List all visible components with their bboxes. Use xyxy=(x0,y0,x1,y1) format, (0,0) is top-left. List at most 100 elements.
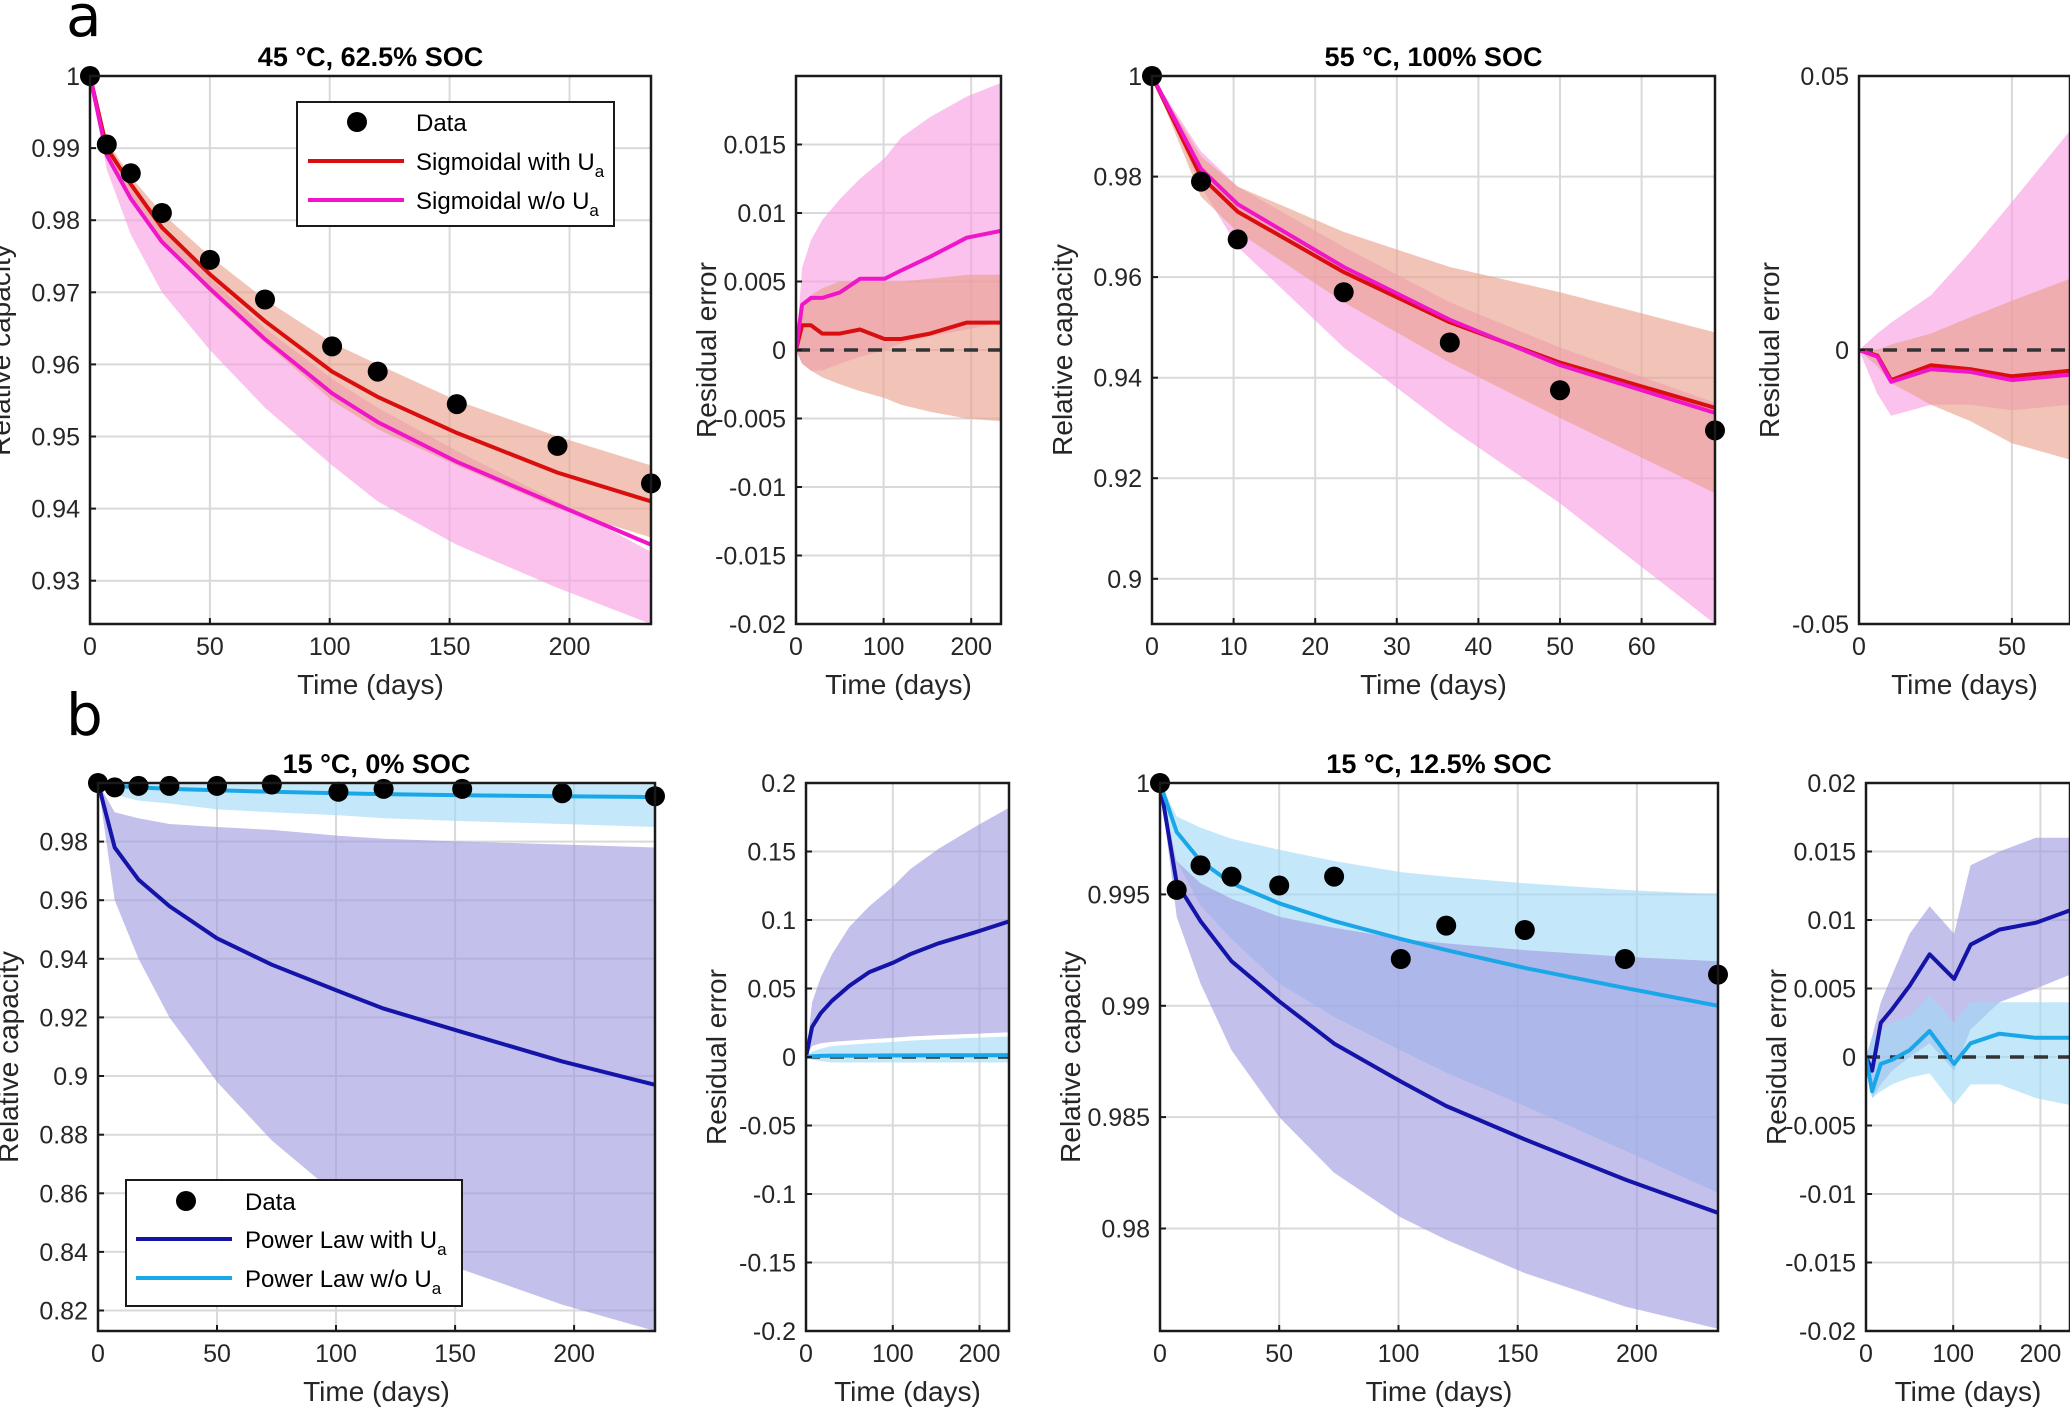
y-tick-label: -0.02 xyxy=(1799,1318,1856,1346)
data-point xyxy=(552,783,573,804)
y-tick-label: 0 xyxy=(772,337,786,365)
data-point xyxy=(104,777,125,798)
data-point xyxy=(1439,332,1460,353)
x-tick-label: 50 xyxy=(196,633,224,661)
y-tick-label: 0.005 xyxy=(723,269,786,297)
y-tick-label: 0.94 xyxy=(31,496,80,524)
y-tick-label: 0.02 xyxy=(1807,770,1856,798)
data-point xyxy=(128,775,149,796)
series-line xyxy=(1866,908,2070,1073)
series-line xyxy=(1859,348,2070,384)
chart-title: 45 °C, 62.5% SOC xyxy=(258,42,483,72)
x-axis-label: Time (days) xyxy=(1895,1376,2042,1407)
y-axis-label: Residual error xyxy=(701,969,732,1145)
uncertainty-band xyxy=(98,783,655,1331)
x-tick-label: 150 xyxy=(1497,1340,1539,1368)
y-tick-label: -0.005 xyxy=(715,406,786,434)
y-tick-label: 0.92 xyxy=(1093,465,1142,493)
y-tick-label: 0 xyxy=(782,1044,796,1072)
y-axis-label: Relative capacity xyxy=(1047,244,1078,456)
data-point xyxy=(1190,855,1211,876)
y-axis-label: Relative capacity xyxy=(1055,951,1086,1163)
data-point xyxy=(1227,229,1248,250)
series-line xyxy=(1160,783,1718,1215)
y-tick-label: 0.95 xyxy=(31,424,80,452)
y-tick-label: 0.97 xyxy=(31,279,80,307)
data-point xyxy=(446,394,467,415)
plot-frame xyxy=(1158,781,1720,1333)
x-tick-label: 200 xyxy=(950,633,992,661)
y-tick-label: 0.92 xyxy=(39,1004,88,1032)
chart-title: 15 °C, 0% SOC xyxy=(283,749,471,779)
series-line xyxy=(1152,76,1715,415)
y-tick-label: 0.98 xyxy=(31,207,80,235)
series-line xyxy=(796,320,1001,351)
y-tick-label: 0.9 xyxy=(53,1063,88,1091)
x-tick-label: 50 xyxy=(203,1340,231,1368)
x-tick-label: 200 xyxy=(2020,1340,2062,1368)
x-tick-label: 200 xyxy=(553,1340,595,1368)
data-point xyxy=(261,774,282,795)
uncertainty-band xyxy=(1160,783,1718,1329)
chart-45c-residual: 0 100 200 -0.02 -0.015 -0.01 -0.005 0 0.005 0.01 0… xyxy=(691,74,1003,700)
x-axis-label: Time (days) xyxy=(297,669,444,700)
x-tick-label: 10 xyxy=(1220,633,1248,661)
x-tick-label: 200 xyxy=(1616,1340,1658,1368)
plot-frame xyxy=(1150,74,1717,626)
data-point xyxy=(328,781,349,802)
data-point xyxy=(1191,171,1211,192)
y-tick-label: 0.99 xyxy=(31,135,80,163)
chart-title: 15 °C, 12.5% SOC xyxy=(1326,749,1551,779)
data-point xyxy=(1269,875,1290,896)
y-tick-label: 0.2 xyxy=(761,770,796,798)
x-axis-label: Time (days) xyxy=(1360,669,1507,700)
x-tick-label: 50 xyxy=(1546,633,1574,661)
legend-a-without-label: Sigmoidal w/o Ua xyxy=(416,188,599,220)
x-tick-label: 200 xyxy=(549,633,591,661)
y-tick-label: 0.96 xyxy=(39,887,88,915)
y-tick-label: 0.82 xyxy=(39,1298,88,1326)
y-tick-label: 0.015 xyxy=(1793,839,1856,867)
legend-b-data-label: Data xyxy=(245,1189,296,1216)
chart-title: 55 °C, 100% SOC xyxy=(1325,42,1543,72)
y-tick-label: 1 xyxy=(66,63,80,91)
data-point xyxy=(1333,282,1354,303)
x-tick-label: 0 xyxy=(789,633,803,661)
y-tick-label: 0.96 xyxy=(1093,264,1142,292)
x-tick-label: 100 xyxy=(863,633,905,661)
x-tick-label: 0 xyxy=(1859,1340,1873,1368)
x-tick-label: 60 xyxy=(1628,633,1656,661)
y-axis-label: Residual error xyxy=(1761,969,1792,1145)
y-tick-label: 0.94 xyxy=(1093,365,1142,393)
y-tick-label: 0.1 xyxy=(761,907,796,935)
data-point xyxy=(255,289,275,310)
y-tick-label: -0.02 xyxy=(729,611,786,639)
uncertainty-band xyxy=(806,807,1009,1057)
data-point xyxy=(1221,866,1242,887)
x-tick-label: 20 xyxy=(1301,633,1329,661)
y-tick-label: -0.01 xyxy=(729,474,786,502)
series-line xyxy=(98,783,655,1087)
x-tick-label: 200 xyxy=(959,1340,1001,1368)
chart-15c-0-soc: 0 50 100 150 200 0.82 0.84 0.86 0.88 0.9 0.92 0.94 0… xyxy=(0,749,665,1407)
chart-45c-62-soc: 0 50 100 150 200 0.93 0.94 0.95 0.96 0.97 0.98 0.99… xyxy=(0,42,661,700)
y-tick-label: -0.015 xyxy=(1785,1250,1856,1278)
legend-b-with-label: Power Law with Ua xyxy=(245,1227,447,1259)
data-point xyxy=(1166,879,1187,900)
x-tick-label: 0 xyxy=(799,1340,813,1368)
x-tick-label: 50 xyxy=(1265,1340,1293,1368)
chart-15c-0-residual: 0 100 200 -0.2 -0.15 -0.1 -0.05 0 0.05 0.1 0.15 0.2… xyxy=(701,770,1011,1407)
plot-frame xyxy=(96,781,657,1333)
data-point xyxy=(151,203,172,223)
data-point xyxy=(322,336,343,357)
chart-15c-12-residual: 0 100 200 -0.02 -0.015 -0.01 -0.005 0 0.005 0.01 0… xyxy=(1761,770,2070,1407)
y-tick-label: -0.2 xyxy=(753,1318,796,1346)
data-point xyxy=(1324,866,1345,887)
x-tick-label: 0 xyxy=(1852,633,1866,661)
data-point xyxy=(199,249,220,270)
data-point xyxy=(1436,915,1457,936)
x-tick-label: 30 xyxy=(1383,633,1411,661)
x-tick-label: 100 xyxy=(872,1340,914,1368)
series-line xyxy=(1866,1029,2070,1094)
y-tick-label: 0.01 xyxy=(1807,907,1856,935)
